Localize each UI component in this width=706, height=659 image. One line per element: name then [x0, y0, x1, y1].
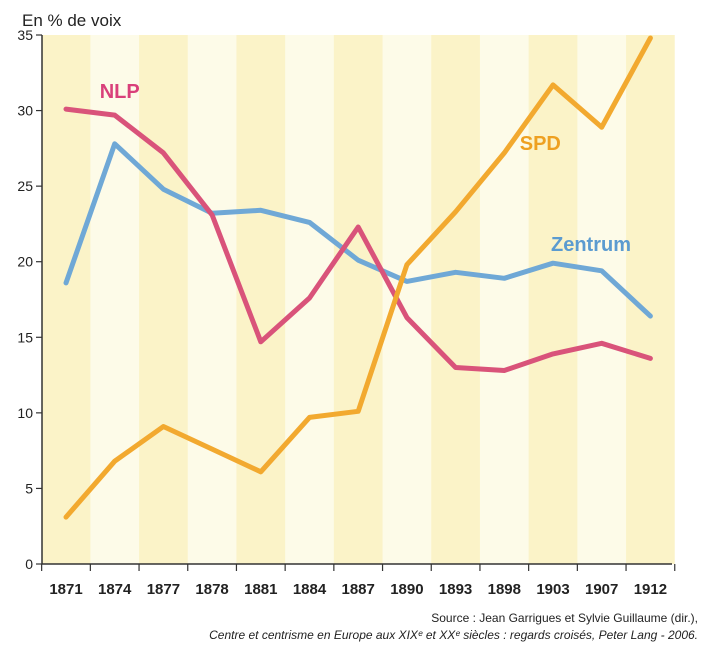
x-tick-label: 1903	[536, 581, 569, 598]
axes: 0 5 10 15 20 25 30 35 1871 1874 1877 1878 1881 1884 18…	[17, 27, 676, 598]
y-tick-label: 25	[17, 178, 33, 194]
series-line-spd	[63, 35, 653, 520]
series-line-nlp	[63, 106, 653, 373]
y-axis-label: En % de voix	[22, 11, 122, 30]
y-tick-label: 35	[17, 27, 33, 43]
series-label-spd: SPD	[520, 133, 561, 155]
series-label-zentrum: Zentrum	[551, 234, 631, 256]
x-tick-label: 1912	[634, 581, 667, 598]
x-tick-label: 1881	[244, 581, 277, 598]
y-tick-label: 5	[25, 480, 33, 496]
background-band	[41, 35, 91, 564]
y-tick-label: 20	[17, 254, 33, 270]
background-band	[139, 35, 188, 564]
background-band	[431, 35, 480, 564]
source-note: Source : Jean Garrigues et Sylvie Guilla…	[209, 610, 698, 644]
y-tick-label: 0	[25, 556, 33, 572]
x-tick-label: 1893	[439, 581, 472, 598]
y-tick-label: 30	[17, 103, 33, 119]
x-tick-label: 1884	[293, 581, 327, 598]
source-line-2: Centre et centrisme en Europe aux XIXᵉ e…	[209, 628, 698, 642]
series-labels: NLP Zentrum SPD	[100, 81, 631, 256]
x-tick-label: 1898	[488, 581, 521, 598]
x-tick-label: 1874	[98, 581, 132, 598]
x-tick-label: 1887	[342, 581, 375, 598]
background-bands	[41, 35, 675, 564]
series-label-nlp: NLP	[100, 81, 140, 103]
y-tick-label: 10	[17, 405, 33, 421]
series-line-zentrum	[63, 141, 653, 319]
background-band	[333, 35, 383, 564]
x-tick-label: 1878	[195, 581, 228, 598]
series-lines	[63, 35, 653, 520]
background-band	[528, 35, 578, 564]
x-tick-label: 1877	[147, 581, 180, 598]
x-tick-label: 1890	[390, 581, 423, 598]
x-tick-label: 1907	[585, 581, 618, 598]
source-line-1: Source : Jean Garrigues et Sylvie Guilla…	[431, 611, 698, 625]
x-tick-label: 1871	[49, 581, 82, 598]
y-tick-label: 15	[17, 329, 33, 345]
